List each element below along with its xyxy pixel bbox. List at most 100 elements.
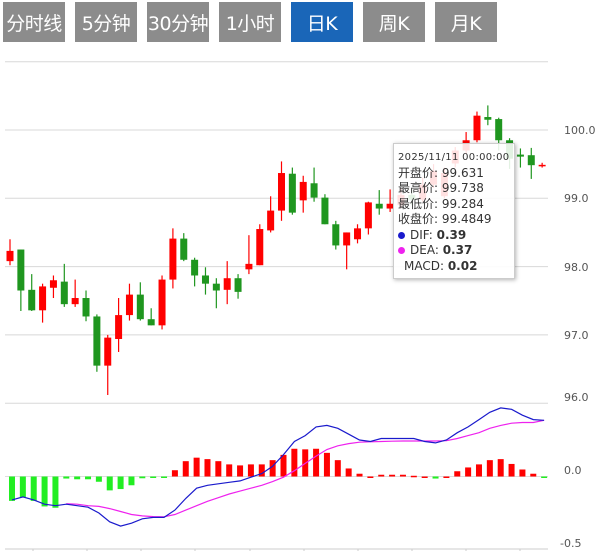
tab-monthly[interactable]: 月K	[435, 2, 497, 42]
candle-body	[354, 228, 362, 240]
macd-bar	[85, 476, 92, 480]
tooltip-dea: DEA: 0.37	[398, 243, 514, 259]
tab-30min[interactable]: 30分钟	[147, 2, 209, 42]
macd-bar	[378, 474, 385, 477]
macd-bar	[345, 468, 352, 477]
macd-bar	[150, 476, 157, 478]
candle-body	[6, 250, 14, 262]
macd-bar	[410, 475, 417, 478]
macd-bar	[258, 464, 265, 477]
macd-bar	[106, 476, 113, 491]
macd-pane	[5, 407, 548, 527]
macd-bar	[497, 459, 504, 477]
candle-body	[169, 238, 177, 280]
tab-weekly[interactable]: 周K	[363, 2, 425, 42]
dif-dot-icon	[398, 231, 405, 239]
tab-5min[interactable]: 5分钟	[75, 2, 137, 42]
macd-bar	[19, 476, 26, 498]
macd-bar	[421, 476, 428, 478]
candle-body	[212, 283, 220, 291]
candle-body	[147, 319, 155, 326]
tooltip-dif: DIF: 0.39	[398, 228, 514, 244]
candle-body	[386, 203, 394, 209]
tooltip-low: 最低价: 99.284	[398, 196, 484, 211]
y-tick-label: 98.0	[564, 261, 589, 274]
macd-bar	[486, 460, 493, 477]
y-tick-label: 96.0	[564, 391, 589, 404]
candle-body	[201, 275, 209, 284]
candle-body	[39, 286, 47, 311]
candle-body	[125, 294, 133, 316]
macd-bar	[389, 474, 396, 477]
macd-bar	[63, 476, 70, 479]
macd-bar	[530, 473, 537, 477]
tab-1hour[interactable]: 1小时	[219, 2, 281, 42]
macd-bar	[367, 476, 374, 478]
candle-body	[527, 155, 535, 166]
tooltip-close: 收盘价: 99.4849	[398, 212, 492, 226]
macd-bar	[171, 470, 178, 477]
macd-bar	[117, 476, 124, 490]
candle-body	[245, 263, 253, 270]
tab-daily[interactable]: 日K	[291, 2, 353, 42]
tooltip-date: 2025/11/11 00:00:00	[398, 152, 510, 163]
macd-tick-label: 0.0	[564, 464, 582, 477]
candle-body	[495, 119, 503, 141]
macd-bar	[95, 476, 102, 482]
y-axis-labels: 100.0 99.0 98.0 97.0 96.0 0.0 -0.5	[560, 124, 596, 550]
candle-body	[299, 181, 307, 201]
tooltip-macd: MACD: 0.02	[404, 258, 478, 273]
macd-tick-label: -0.5	[560, 537, 581, 550]
candle-body	[332, 224, 340, 246]
candle-body	[115, 315, 123, 339]
macd-bar	[519, 469, 526, 477]
macd-bar	[334, 460, 341, 477]
candle-body	[82, 298, 90, 317]
candle-body	[310, 183, 318, 198]
macd-bar	[182, 461, 189, 477]
macd-bar	[269, 460, 276, 477]
macd-bar	[193, 457, 200, 477]
candle-body	[191, 259, 199, 276]
period-tabs: 分时线 5分钟 30分钟 1小时 日K 周K 月K	[3, 2, 497, 42]
candle-body	[71, 298, 79, 305]
candle-body	[234, 278, 242, 292]
macd-bar	[508, 463, 515, 477]
macd-bar	[475, 464, 482, 477]
macd-bar	[443, 476, 450, 478]
macd-bar	[356, 473, 363, 477]
dif-line	[11, 407, 545, 527]
dea-line	[66, 419, 545, 518]
macd-bar	[226, 464, 233, 477]
macd-bar	[323, 452, 330, 477]
candle-body	[375, 203, 383, 209]
candle-body	[223, 278, 231, 290]
candle-body	[93, 316, 101, 366]
candle-body	[104, 337, 112, 366]
macd-bar	[52, 476, 59, 508]
macd-bar	[215, 461, 222, 477]
tooltip-open: 开盘价: 99.631	[398, 165, 484, 180]
y-tick-label: 100.0	[564, 124, 596, 137]
macd-bar	[74, 476, 81, 480]
candle-body	[17, 249, 25, 291]
candle-body	[516, 154, 524, 157]
candle-body	[28, 289, 36, 311]
tooltip-high: 最高价: 99.738	[398, 181, 484, 195]
macd-bar	[247, 464, 254, 477]
macd-bar	[9, 476, 15, 501]
macd-bar	[237, 465, 244, 477]
macd-bar	[280, 454, 287, 477]
candle-body	[538, 164, 546, 167]
candle-body	[256, 229, 264, 266]
candle-body	[49, 280, 57, 288]
candle-body	[267, 210, 275, 231]
macd-bar	[432, 476, 439, 479]
tab-timeshare[interactable]: 分时线	[3, 2, 65, 42]
chart-tooltip: 2025/11/11 00:00:00 开盘价: 99.631 最高价: 99.…	[393, 143, 515, 279]
candle-body	[364, 202, 372, 229]
macd-bar	[291, 448, 298, 477]
macd-bar	[161, 476, 168, 478]
macd-bar	[399, 474, 406, 477]
